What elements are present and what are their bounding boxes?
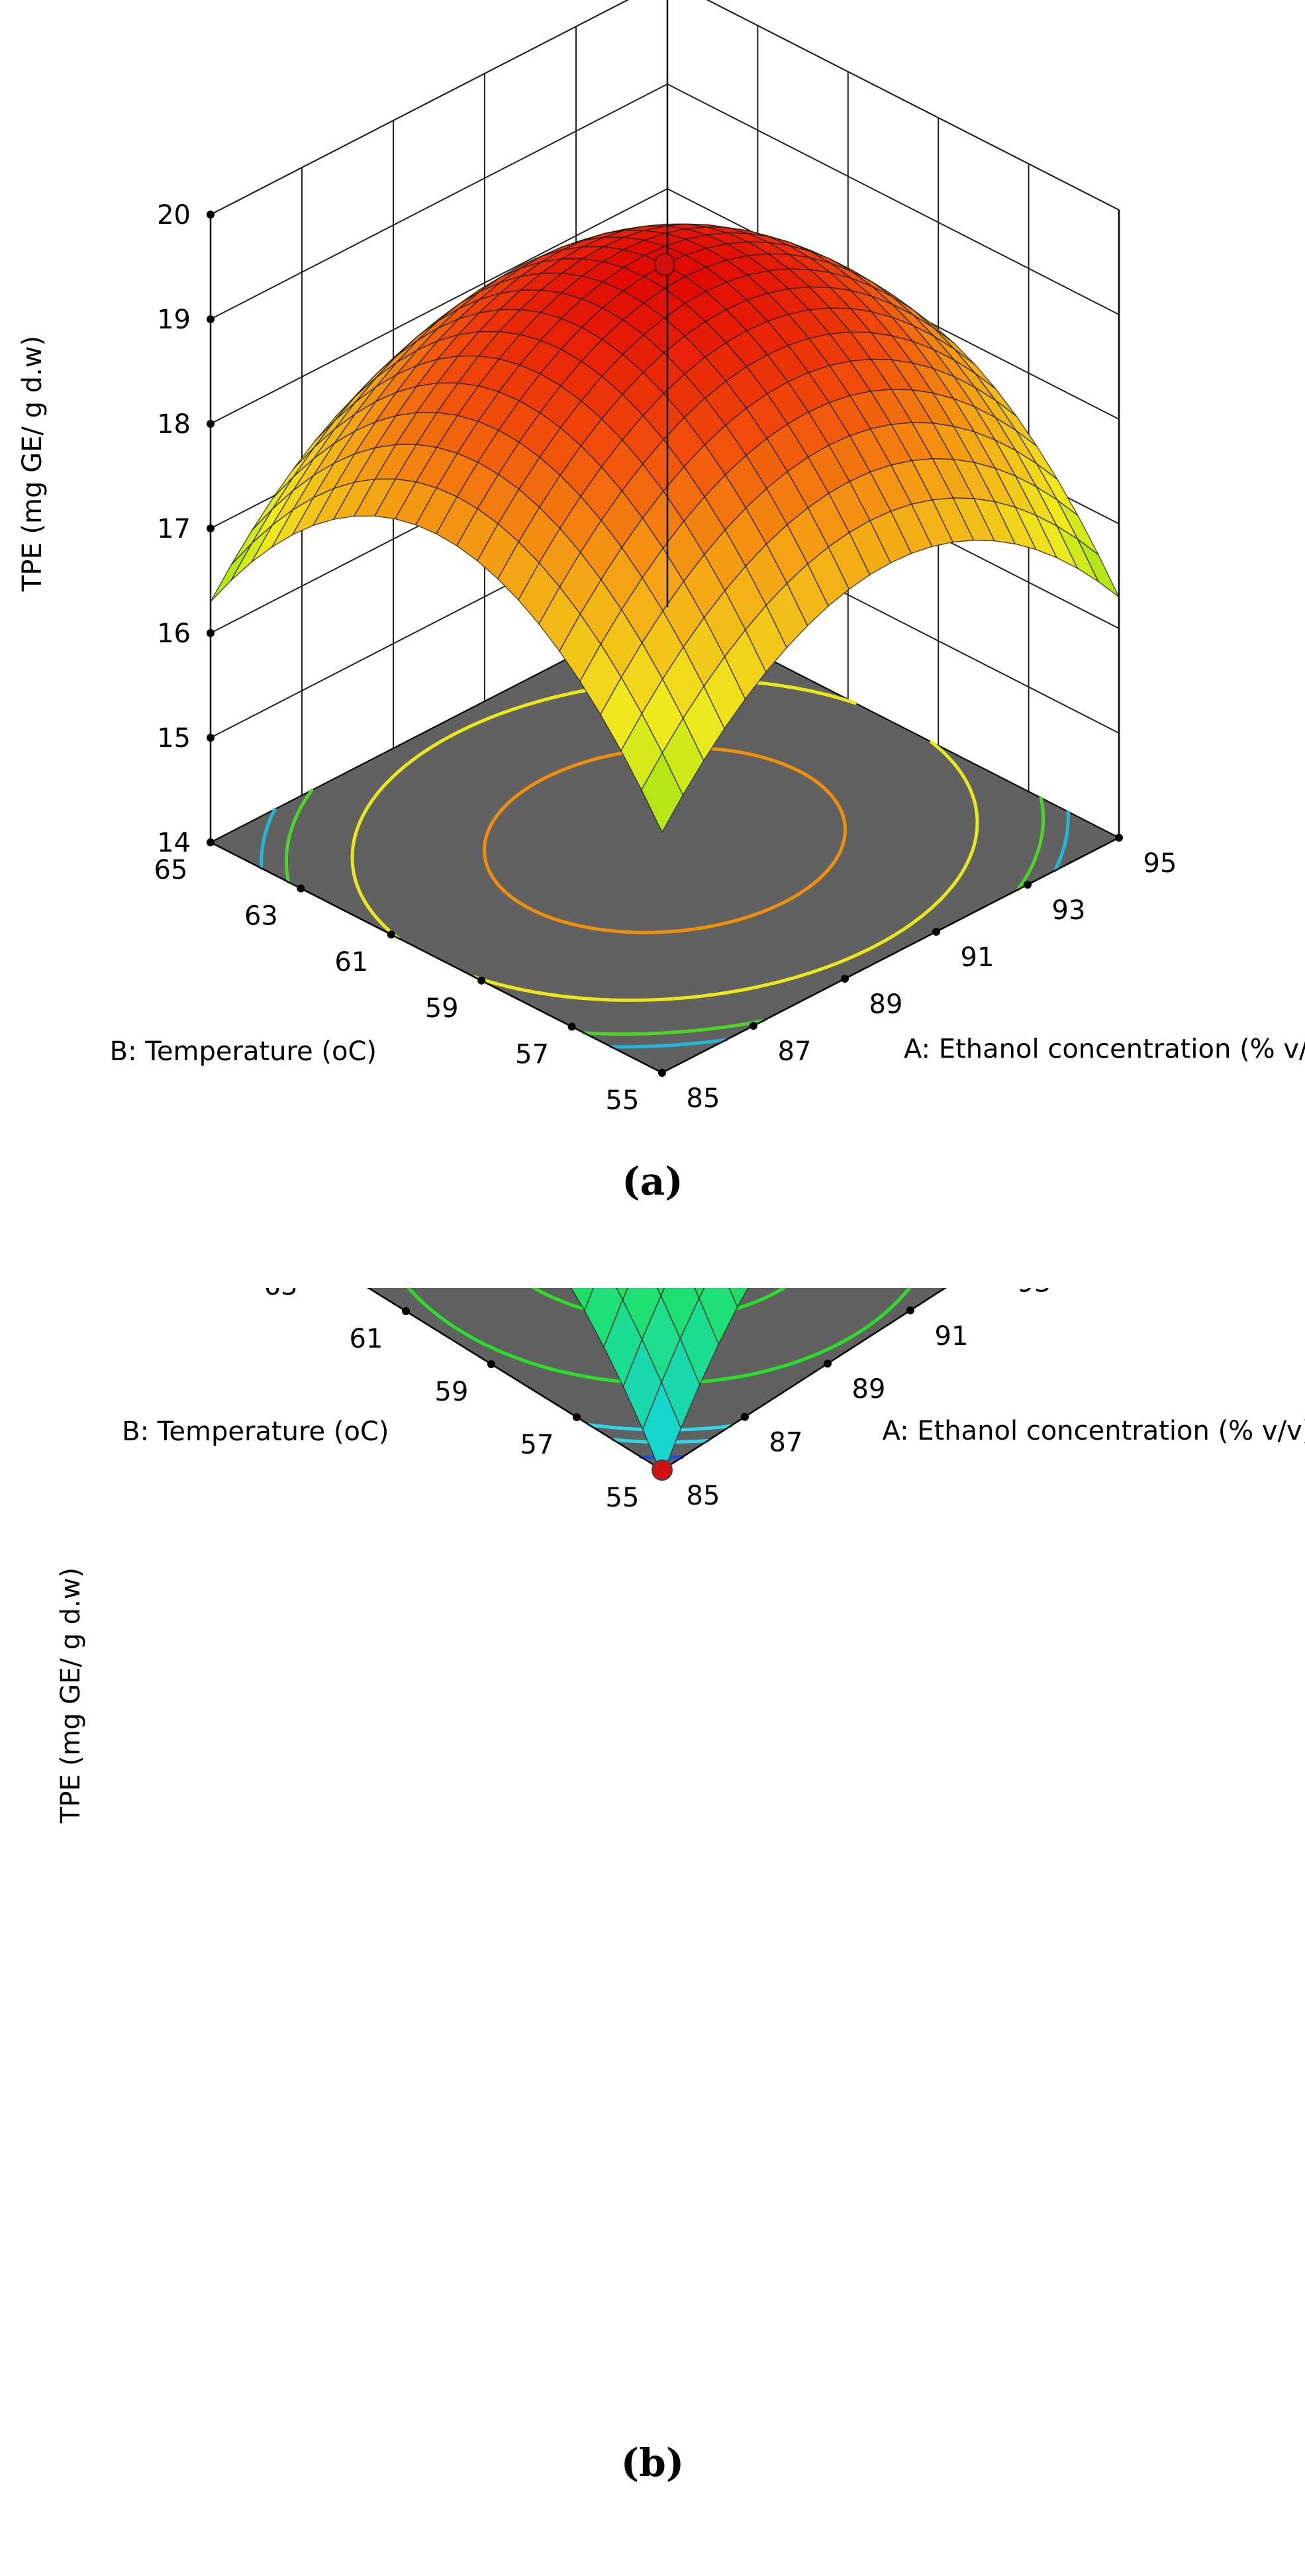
- design-point: [655, 253, 675, 276]
- z-tick-label: 18: [157, 409, 191, 440]
- x-tick: [658, 1069, 666, 1077]
- z-tick-label: 19: [157, 305, 191, 335]
- surface-plot-b: 14151617181920555759616365858789919395TP…: [0, 1288, 1305, 2576]
- z-tick: [207, 211, 215, 219]
- design-point: [652, 1460, 673, 1481]
- surface-plot-b-canvas: 14151617181920555759616365858789919395TP…: [56, 1288, 1305, 1824]
- y-tick-label: 57: [520, 1430, 554, 1460]
- y-tick: [297, 884, 305, 893]
- y-tick: [207, 838, 215, 846]
- x-tick-label: 93: [1018, 1288, 1051, 1298]
- y-tick-label: 65: [154, 855, 188, 885]
- contour-line: [587, 1423, 732, 1432]
- y-tick-label: 61: [334, 947, 368, 977]
- panel-label-b: (b): [620, 2440, 685, 2485]
- x-tick: [1024, 881, 1032, 889]
- z-tick: [207, 734, 215, 742]
- y-tick-label: 59: [435, 1377, 469, 1407]
- y-tick: [567, 1022, 576, 1031]
- x-axis-title: A: Ethanol concentration (% v/v): [883, 1416, 1305, 1446]
- z-tick-label: 20: [157, 200, 191, 230]
- x-tick: [906, 1306, 914, 1314]
- contour-line: [406, 1288, 912, 1385]
- y-tick-label: 63: [264, 1288, 298, 1301]
- axes: 14 15 16 17 18 19 20 55 57 59 61 63 65 85 87 89 91 93 95 TP…: [17, 0, 1305, 1116]
- x-tick-label: 87: [778, 1036, 812, 1067]
- x-tick-label: 85: [687, 1481, 720, 1511]
- response-surface: [210, 223, 1120, 834]
- surface-patch: [641, 752, 684, 834]
- y-tick: [402, 1307, 410, 1315]
- axes: 14151617181920555759616365858789919395TP…: [56, 1288, 1305, 1824]
- z-tick: [207, 629, 215, 637]
- x-tick-label: 89: [852, 1374, 886, 1405]
- y-axis-line: [210, 841, 663, 1074]
- z-tick: [207, 420, 215, 428]
- x-tick-label: 89: [869, 989, 903, 1020]
- surface-patch: [616, 1288, 628, 1301]
- z-tick-label: 15: [157, 723, 191, 754]
- design-points: [655, 253, 675, 276]
- y-tick-label: 61: [350, 1324, 383, 1354]
- design-points: [652, 1460, 673, 1481]
- x-tick-label: 85: [687, 1083, 720, 1114]
- x-axis-title: A: Ethanol concentration (% v/v): [904, 1034, 1305, 1065]
- y-axis-line: [367, 1288, 663, 1471]
- z-tick-label: 17: [157, 514, 191, 544]
- x-tick: [1115, 834, 1123, 842]
- y-tick-label: 57: [515, 1039, 549, 1069]
- surface-patch: [642, 1381, 682, 1477]
- x-tick: [932, 928, 940, 936]
- x-tick-label: 91: [935, 1321, 969, 1352]
- x-tick: [749, 1022, 757, 1030]
- surface-plot-a: 14 15 16 17 18 19 20 55 57 59 61 63 65 85 87 89 91 93 95 TP…: [17, 0, 1305, 1204]
- y-axis-title: B: Temperature (oC): [122, 1416, 389, 1447]
- x-tick: [741, 1412, 749, 1421]
- x-axis-line: [661, 836, 1120, 1074]
- surface-patch: [656, 1288, 665, 1297]
- z-tick-label: 16: [157, 619, 191, 649]
- x-tick-label: 91: [961, 942, 994, 973]
- y-tick: [487, 1360, 495, 1368]
- y-tick: [573, 1413, 581, 1421]
- y-tick-label: 63: [244, 901, 278, 932]
- y-tick: [387, 930, 395, 939]
- surface-plot-a-canvas: 14 15 16 17 18 19 20 55 57 59 61 63 65 85 87 89 91 93 95 TP…: [17, 0, 1305, 1116]
- surface-patch: [570, 1288, 595, 1312]
- x-tick-label: 95: [1143, 848, 1177, 879]
- x-tick-label: 93: [1052, 895, 1086, 926]
- surface-patch: [694, 1288, 705, 1300]
- surface-patch: [728, 1288, 749, 1309]
- z-tick: [207, 524, 215, 532]
- response-surface: [570, 1288, 749, 1477]
- x-tick: [824, 1360, 832, 1368]
- y-tick-label: 55: [606, 1483, 640, 1513]
- panel-label-a: (a): [622, 1159, 683, 1204]
- y-axis-title: B: Temperature (oC): [110, 1036, 377, 1067]
- x-axis-line: [661, 1288, 947, 1471]
- z-axis-title: TPE (mg GE/ g d.w): [17, 336, 48, 592]
- x-tick-label: 87: [769, 1428, 803, 1458]
- wall-grid-z: [210, 0, 1120, 215]
- y-tick: [477, 976, 486, 985]
- y-tick-label: 59: [425, 993, 459, 1024]
- z-tick: [207, 315, 215, 323]
- y-tick-label: 55: [606, 1085, 640, 1116]
- x-tick: [841, 975, 849, 983]
- z-axis-title: TPE (mg GE/ g d.w): [56, 1567, 86, 1824]
- contour-line: [611, 1438, 710, 1444]
- z-tick-label: 14: [157, 828, 191, 858]
